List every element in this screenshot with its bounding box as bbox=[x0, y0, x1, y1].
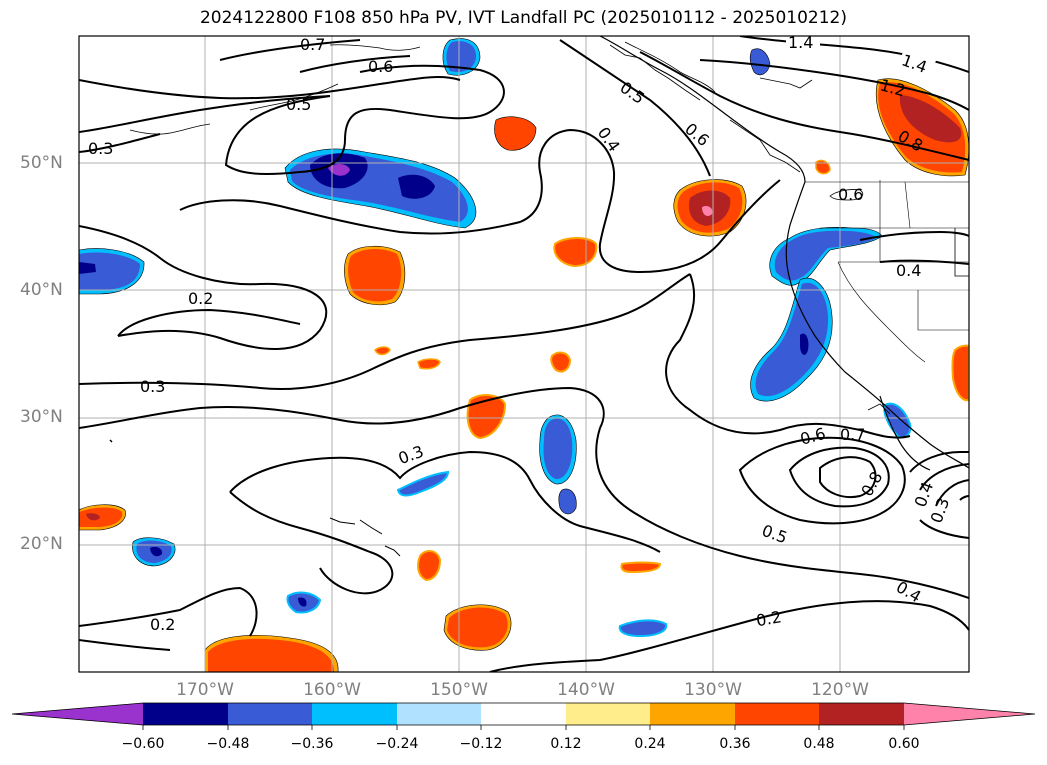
contour-label: 0.2 bbox=[755, 607, 783, 630]
contour-label: 0.7 bbox=[840, 425, 865, 444]
contour-label: 0.4 bbox=[896, 261, 921, 280]
negative-anomaly-region bbox=[396, 470, 450, 497]
contour-label: 0.5 bbox=[286, 95, 311, 114]
colorbar-max-extend bbox=[904, 703, 1035, 725]
lon-label: 140°W bbox=[557, 680, 615, 700]
positive-anomaly-region bbox=[951, 344, 969, 402]
lon-label: 120°W bbox=[811, 680, 869, 700]
positive-anomaly-region bbox=[417, 358, 441, 370]
anomaly-fills bbox=[79, 38, 969, 672]
contour-label: 0.3 bbox=[88, 139, 113, 158]
contour-label: 0.4 bbox=[594, 123, 624, 155]
positive-anomaly-region bbox=[550, 351, 572, 373]
positive-anomaly-region bbox=[620, 561, 662, 574]
contour-label: 0.2 bbox=[188, 289, 213, 308]
map-frame bbox=[78, 35, 970, 673]
coastlines bbox=[109, 36, 969, 557]
lat-label: 50°N bbox=[20, 153, 63, 173]
colorbar-tick-label: 0.48 bbox=[803, 736, 835, 752]
contour-label: 0.5 bbox=[759, 521, 789, 548]
colorbar-min-extend bbox=[12, 703, 143, 725]
lon-label: 150°W bbox=[430, 680, 488, 700]
lat-label: 40°N bbox=[20, 280, 63, 300]
contour-label: 0.6 bbox=[368, 57, 393, 76]
lon-label: 130°W bbox=[684, 680, 742, 700]
contour-label: 0.5 bbox=[616, 78, 648, 108]
positive-anomaly-region bbox=[815, 159, 831, 175]
colorbar-tick-label: 0.24 bbox=[634, 736, 666, 752]
positive-anomaly-region bbox=[466, 394, 507, 440]
lat-label: 30°N bbox=[20, 407, 63, 427]
contour-label: 0.3 bbox=[140, 377, 165, 396]
map-title: 2024122800 F108 850 hPa PV, IVT Landfall… bbox=[199, 8, 847, 28]
positive-anomaly-region bbox=[417, 550, 442, 582]
colorbar-tick-label: −0.60 bbox=[121, 736, 165, 752]
contour-label: 0.6 bbox=[798, 424, 828, 449]
negative-anomaly-region bbox=[618, 619, 668, 638]
gridlines bbox=[79, 36, 969, 672]
lat-label: 20°N bbox=[20, 534, 63, 554]
colorbar-tick-label: −0.36 bbox=[290, 736, 334, 752]
pv-contours bbox=[79, 36, 969, 672]
positive-anomaly-region bbox=[494, 116, 537, 151]
contour-label: 0.7 bbox=[300, 35, 325, 54]
negative-anomaly-region bbox=[883, 402, 912, 439]
lon-label: 160°W bbox=[303, 680, 361, 700]
colorbar-tick-label: −0.24 bbox=[375, 736, 419, 752]
lon-label: 170°W bbox=[176, 680, 234, 700]
colorbar bbox=[11, 702, 1036, 730]
colorbar-tick-label: −0.48 bbox=[206, 736, 250, 752]
negative-anomaly-region bbox=[558, 488, 577, 515]
contour-labels: 1.4 1.4 1.2 0.7 0.6 0.5 0.5 0.3 0.4 0.6 … bbox=[88, 33, 953, 634]
contour-label: 1.4 bbox=[788, 33, 813, 52]
colorbar-tick-label: 0.60 bbox=[888, 736, 920, 752]
contour-label: 0.6 bbox=[838, 185, 863, 204]
contour-label: 0.6 bbox=[681, 119, 713, 150]
negative-anomaly-region bbox=[749, 48, 771, 76]
positive-anomaly-region bbox=[553, 237, 598, 268]
colorbar-tick-label: 0.12 bbox=[550, 736, 582, 752]
positive-anomaly-region bbox=[374, 346, 391, 356]
contour-label: 0.2 bbox=[150, 615, 175, 634]
colorbar-tick-label: −0.12 bbox=[459, 736, 503, 752]
colorbar-tick-label: 0.36 bbox=[719, 736, 751, 752]
